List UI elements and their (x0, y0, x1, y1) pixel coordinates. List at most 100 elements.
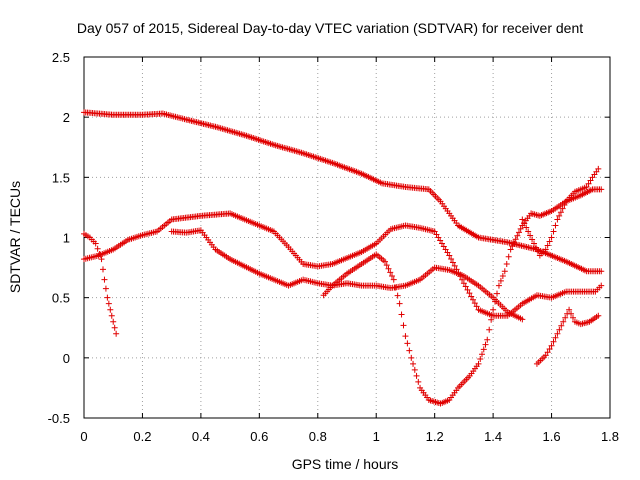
data-point (587, 177, 594, 184)
satellite-track-2 (81, 210, 605, 319)
data-point (558, 322, 565, 329)
data-point (96, 250, 103, 257)
y-tick-label: 2 (63, 110, 70, 125)
data-point (501, 268, 508, 275)
data-point (105, 300, 112, 307)
data-point (408, 354, 415, 361)
x-tick-label: 0.2 (133, 429, 151, 444)
data-point (381, 258, 388, 265)
data-point (494, 290, 501, 297)
x-tick-label: 0 (80, 429, 87, 444)
data-point (389, 273, 396, 280)
data-point (585, 180, 592, 187)
x-tick-label: 1.4 (484, 429, 502, 444)
data-point (557, 209, 564, 216)
data-point (482, 341, 489, 348)
data-point (98, 256, 105, 263)
data-point (94, 245, 101, 252)
data-point (544, 242, 551, 249)
data-point (392, 284, 399, 291)
data-point (527, 232, 534, 239)
data-point (385, 265, 392, 272)
data-point (438, 240, 445, 247)
data-point (400, 322, 407, 329)
y-axis-ticks: -0.5 0 0.5 1 1.5 2 2.5 (48, 50, 610, 426)
data-point (406, 347, 413, 354)
x-tick-label: 1.6 (543, 429, 561, 444)
satellite-track-5 (320, 186, 605, 407)
data-point (437, 237, 444, 244)
chart-title: Day 057 of 2015, Sidereal Day-to-day VTE… (77, 20, 583, 36)
data-point (583, 183, 590, 190)
y-tick-label: 0.5 (52, 291, 70, 306)
data-point (446, 252, 453, 259)
data-point (560, 318, 567, 325)
satellite-track-1 (81, 109, 605, 275)
data-point (499, 273, 506, 280)
data-point (468, 293, 475, 300)
x-tick-label: 0.4 (192, 429, 210, 444)
data-point (111, 324, 118, 331)
y-tick-label: 1 (63, 231, 70, 246)
data-point (435, 234, 442, 241)
data-point (554, 330, 561, 337)
data-point (440, 243, 447, 250)
y-tick-label: 1.5 (52, 170, 70, 185)
data-point (529, 236, 536, 243)
data-point (544, 349, 551, 356)
data-point (404, 340, 411, 347)
data-point (99, 266, 106, 273)
data-point (550, 338, 557, 345)
data-point (448, 256, 455, 263)
x-tick-label: 1.8 (601, 429, 619, 444)
data-point (569, 314, 576, 321)
data-point (387, 269, 394, 276)
x-tick-label: 1.2 (426, 429, 444, 444)
data-point (398, 311, 405, 318)
data-point (495, 282, 502, 289)
data-point (394, 292, 401, 299)
data-point (411, 366, 418, 373)
x-axis-label: GPS time / hours (292, 456, 399, 472)
satellite-track-7 (519, 165, 602, 259)
data-point (542, 352, 549, 359)
data-point (546, 238, 553, 245)
data-point (104, 294, 111, 301)
data-point (101, 276, 108, 283)
data-point (517, 225, 524, 232)
data-point (507, 246, 514, 253)
data-point (451, 262, 458, 269)
data-point (546, 346, 553, 353)
y-tick-label: 0 (63, 351, 70, 366)
data-point (488, 316, 495, 323)
data-point (505, 253, 512, 260)
data-point (475, 360, 482, 367)
data-point (512, 236, 519, 243)
data-point (519, 216, 526, 223)
data-point (532, 244, 539, 251)
data-point (473, 303, 480, 310)
data-point (462, 283, 469, 290)
satellite-track-3 (81, 230, 120, 337)
data-point (92, 240, 99, 247)
data-point (552, 334, 559, 341)
data-point (525, 228, 532, 235)
data-point (383, 262, 390, 269)
data-point (402, 333, 409, 340)
y-tick-label: 2.5 (52, 50, 70, 65)
data-point (550, 228, 557, 235)
data-point (390, 276, 397, 283)
data-point (471, 300, 478, 307)
data-point (514, 232, 521, 239)
data-point (413, 372, 420, 379)
data-points (81, 109, 605, 407)
data-point (442, 246, 449, 253)
data-point (531, 240, 538, 247)
data-point (595, 165, 602, 172)
y-tick-label: -0.5 (48, 411, 70, 426)
data-point (449, 259, 456, 266)
data-point (480, 346, 487, 353)
data-point (595, 312, 602, 319)
data-point (554, 216, 561, 223)
